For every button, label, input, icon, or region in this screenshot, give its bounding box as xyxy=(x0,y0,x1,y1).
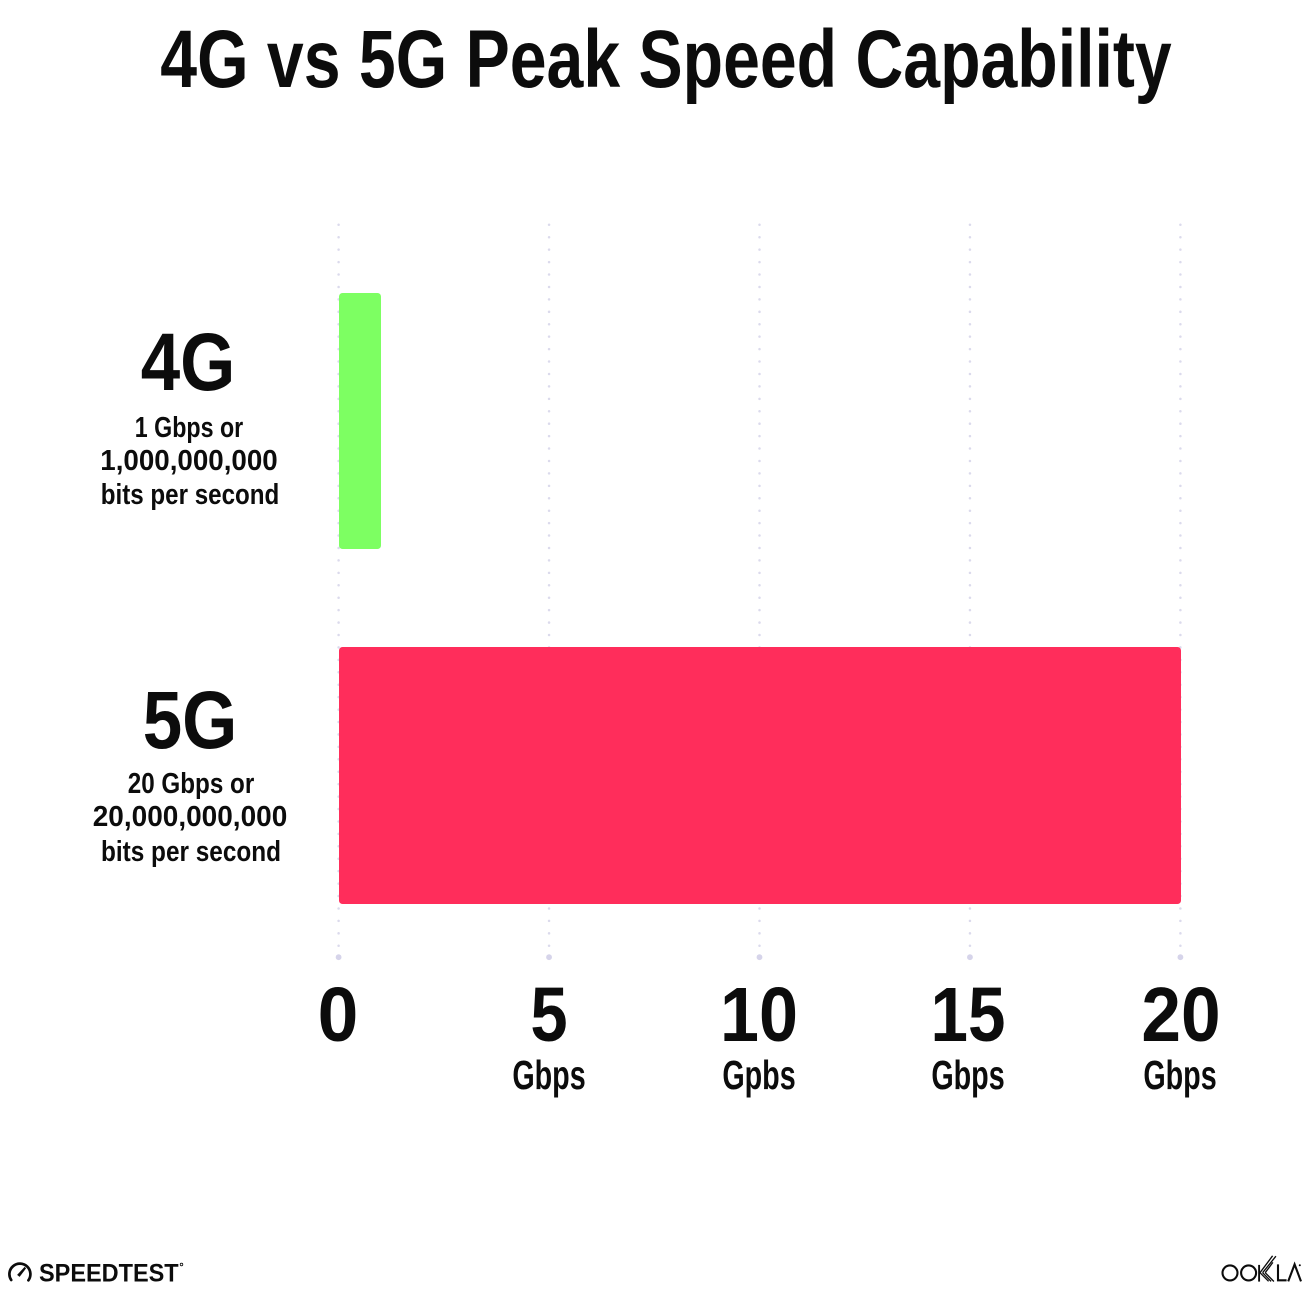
svg-text:SPEEDTEST: SPEEDTEST xyxy=(39,1260,179,1288)
